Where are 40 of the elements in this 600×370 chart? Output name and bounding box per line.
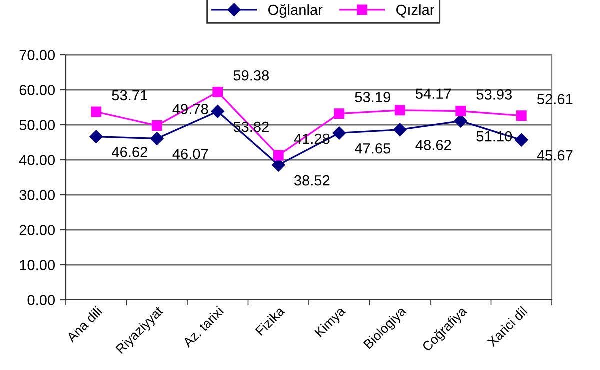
data-label: 38.52	[294, 175, 330, 186]
point	[150, 132, 164, 146]
point	[332, 126, 346, 140]
point	[212, 86, 224, 98]
point	[516, 110, 527, 122]
y-tick-label: 0.00	[28, 295, 56, 306]
data-label: 47.65	[354, 143, 391, 154]
point	[152, 120, 162, 131]
point	[394, 123, 407, 136]
data-label: 53.71	[112, 90, 148, 101]
point	[394, 105, 406, 116]
y-tick-label: 60.00	[20, 85, 56, 96]
point	[273, 150, 284, 161]
data-label: 46.07	[172, 149, 208, 160]
data-label: 46.62	[112, 147, 148, 158]
y-tick-label: 20.00	[20, 225, 56, 236]
point	[90, 130, 103, 144]
y-tick-label: 40.00	[19, 155, 56, 166]
point	[334, 108, 345, 120]
data-label: 51.10	[476, 131, 512, 142]
point	[211, 105, 224, 118]
data-label: 53.19	[355, 92, 390, 102]
data-label: 45.67	[537, 150, 573, 161]
legend-label: Oğlanlar	[268, 4, 323, 18]
data-label: 54.17	[416, 88, 452, 100]
y-tick-label: 50.00	[20, 120, 56, 130]
point	[272, 158, 286, 172]
y-tick-label: 30.00	[20, 190, 56, 200]
point	[91, 106, 102, 118]
point	[515, 134, 528, 147]
data-label: 48.62	[416, 140, 452, 150]
point	[454, 114, 468, 128]
data-label: 59.38	[234, 70, 270, 81]
x-tick-label: Ana dili	[66, 306, 103, 343]
data-label: 53.93	[476, 90, 512, 100]
data-label: 52.61	[537, 94, 573, 104]
point	[456, 106, 466, 116]
y-tick-label: 10.00	[20, 260, 56, 270]
y-tick-label: 70.00	[20, 50, 56, 60]
legend-label: Qızlar	[396, 4, 435, 18]
